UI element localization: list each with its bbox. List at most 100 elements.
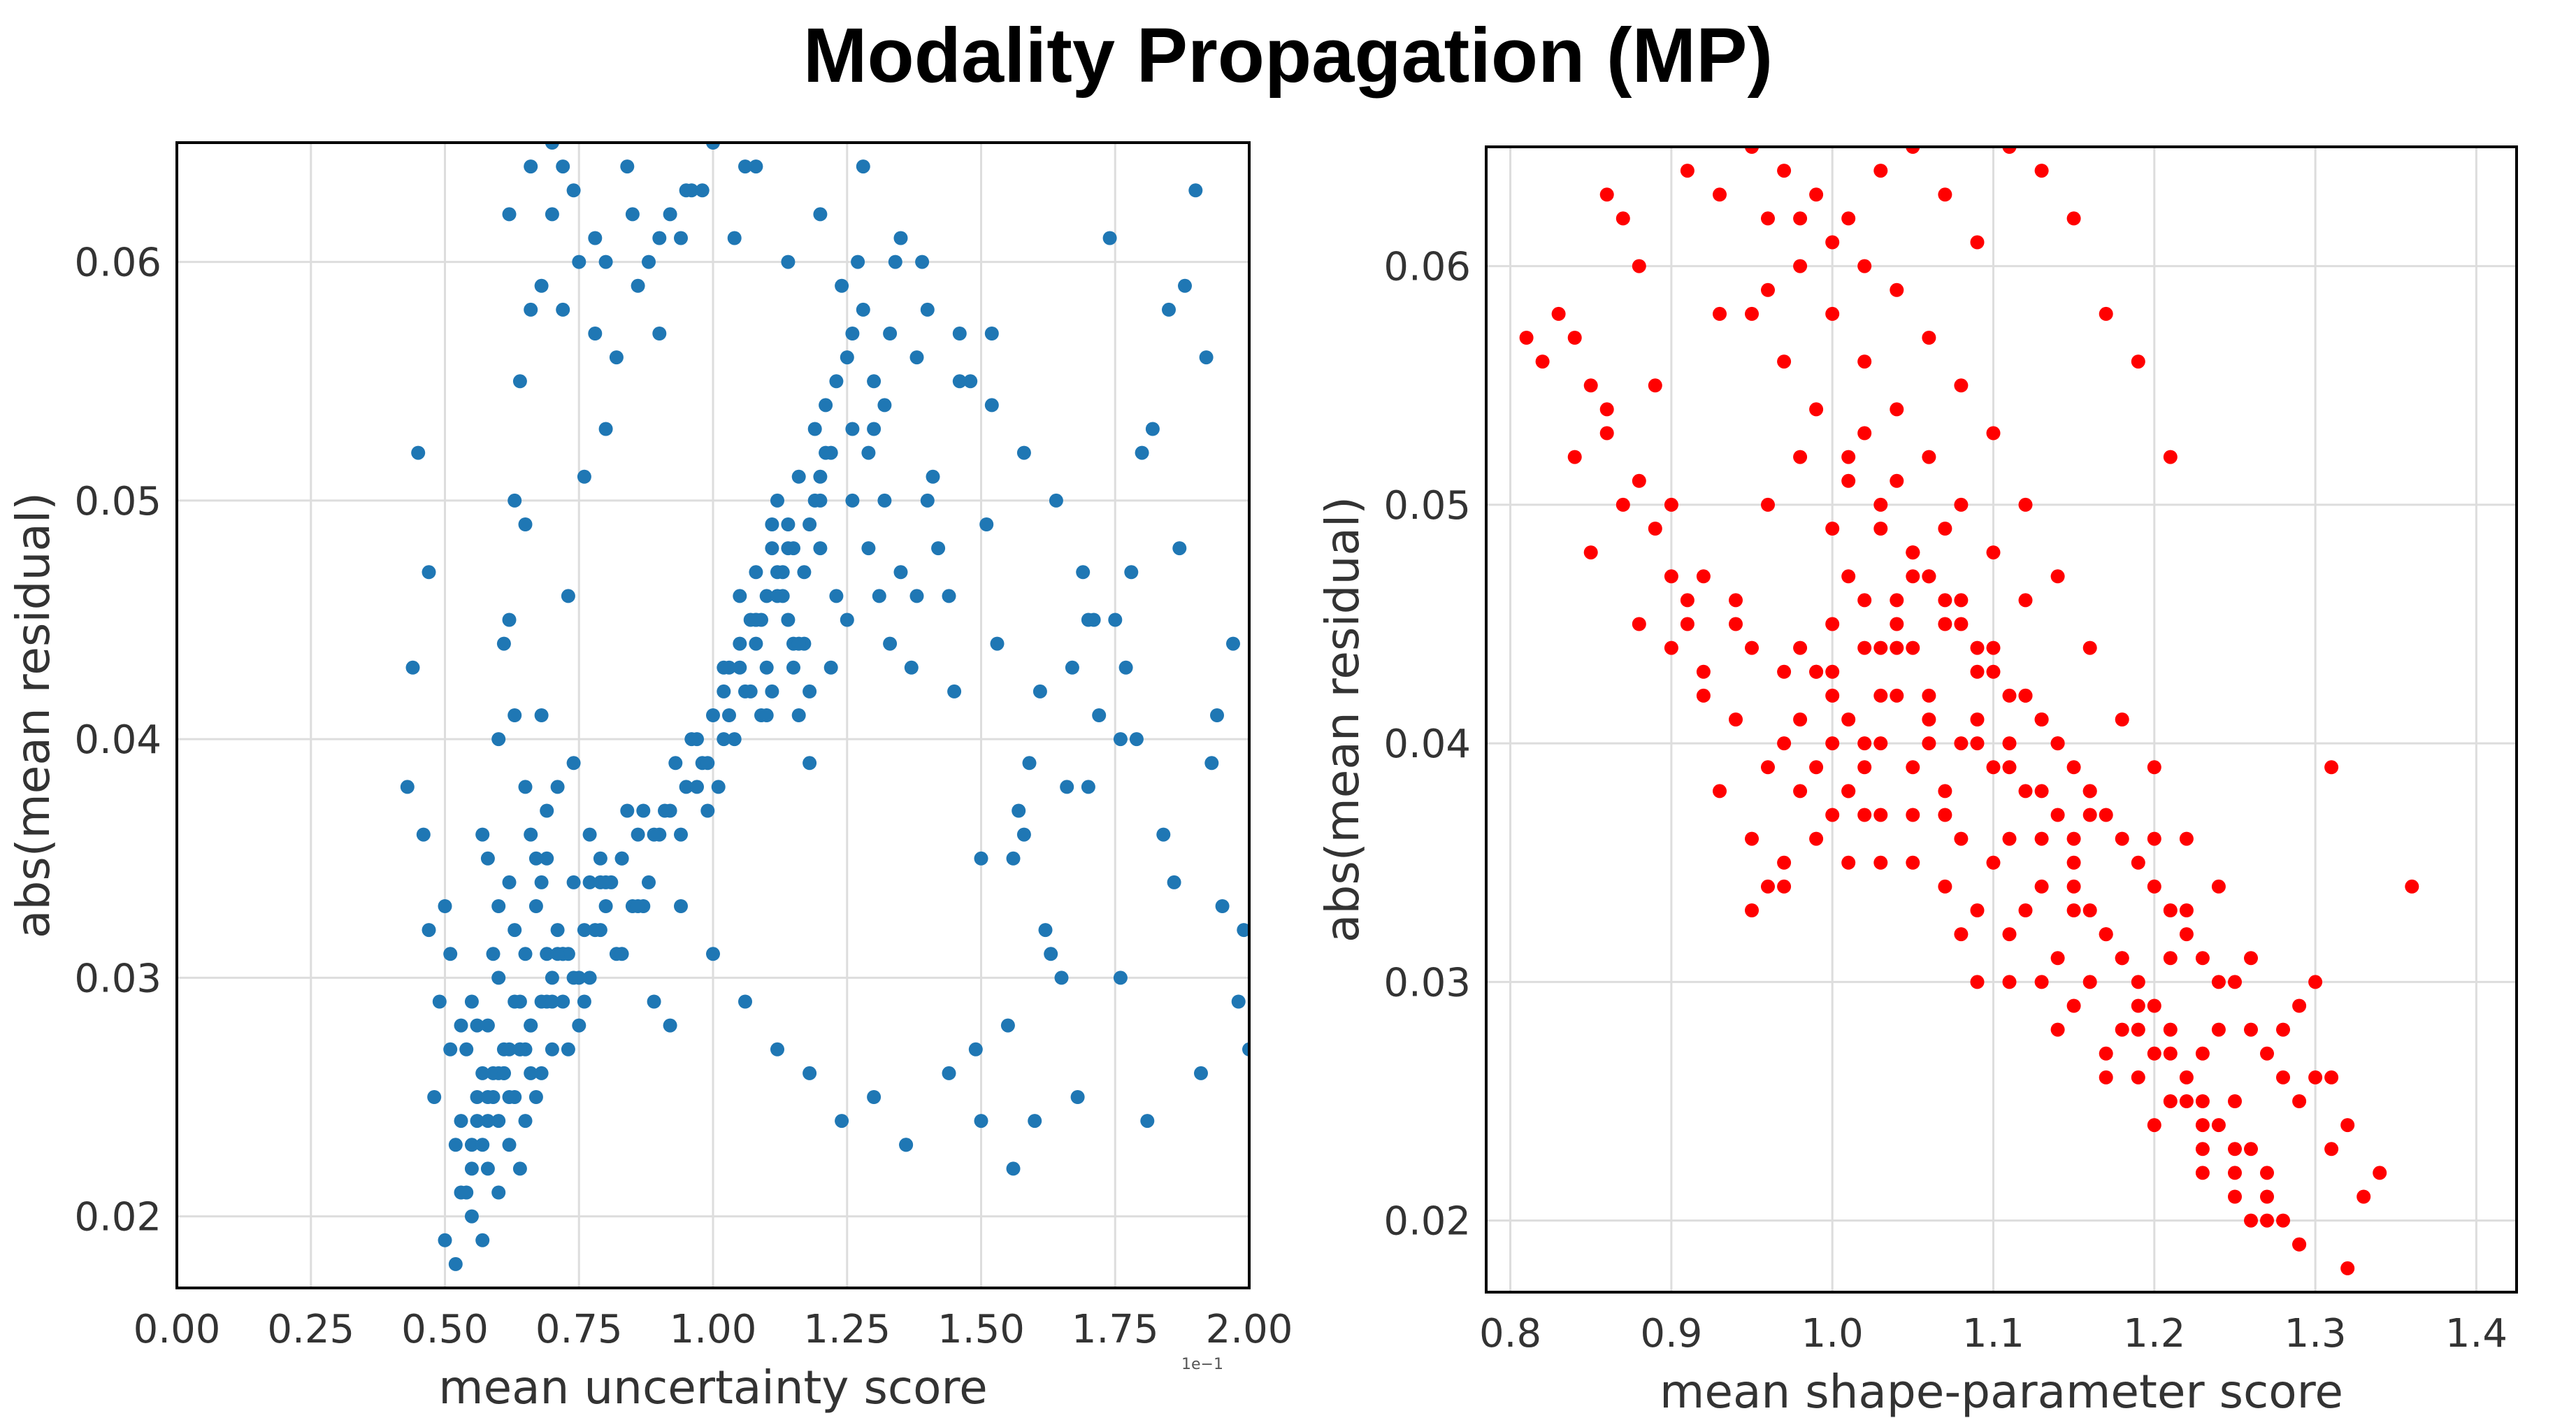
left-data-point (700, 756, 715, 771)
left-data-point (1081, 780, 1095, 794)
left-data-point (1032, 684, 1047, 699)
right-data-point (2356, 1189, 2371, 1204)
left-data-point (856, 159, 870, 174)
left-data-point (968, 1042, 983, 1057)
right-data-point (2050, 808, 2065, 822)
left-data-point (528, 1090, 543, 1104)
left-data-point (942, 589, 956, 603)
left-data-point (566, 875, 581, 889)
left-data-point (508, 493, 522, 508)
left-data-point (620, 159, 635, 174)
right-data-point (2034, 975, 2049, 989)
right-y-tick-label: 0.06 (1383, 245, 1471, 290)
left-data-point (582, 971, 597, 985)
right-data-point (1825, 664, 1840, 679)
right-data-point (1745, 831, 1759, 846)
right-data-point (1777, 855, 1792, 870)
left-data-point (614, 851, 629, 866)
left-data-point (835, 278, 849, 293)
right-data-point (2099, 1046, 2113, 1061)
left-data-point (803, 684, 817, 699)
left-data-point (1129, 732, 1144, 747)
right-data-point (1954, 736, 1969, 751)
right-data-point (1825, 306, 1840, 321)
left-data-point (631, 827, 645, 842)
right-data-point (2034, 879, 2049, 894)
right-data-point (2211, 1118, 2226, 1133)
right-data-point (1970, 664, 1985, 679)
right-data-point (1713, 784, 1727, 798)
left-data-point (700, 803, 715, 818)
left-data-point (791, 708, 806, 722)
left-data-point (711, 780, 726, 794)
right-data-point (1841, 473, 1856, 488)
left-data-point (803, 756, 817, 771)
left-data-point (1081, 613, 1095, 627)
left-data-point (502, 1090, 517, 1104)
right-data-point (1761, 879, 1775, 894)
left-data-point (464, 994, 479, 1009)
left-data-point (749, 565, 763, 580)
left-data-point (598, 899, 613, 913)
left-data-point (416, 827, 431, 842)
left-data-point (427, 1090, 442, 1104)
left-data-point (963, 374, 978, 389)
right-y-axis-label: abs(mean residual) (1316, 496, 1369, 943)
right-data-point (1680, 593, 1694, 608)
left-data-point (512, 1042, 527, 1057)
left-data-point (803, 1066, 817, 1080)
left-data-point (1140, 1114, 1155, 1129)
right-data-point (2002, 736, 2017, 751)
left-data-point (1231, 994, 1246, 1009)
left-data-point (1108, 613, 1123, 627)
left-data-point (598, 422, 613, 436)
left-data-point (1060, 780, 1074, 794)
right-data-point (1857, 426, 1872, 441)
right-data-point (2163, 1046, 2178, 1061)
right-data-point (2147, 831, 2161, 846)
right-data-point (2050, 736, 2065, 751)
left-data-point (1242, 1042, 1249, 1057)
left-data-point (475, 1066, 490, 1080)
right-data-point (1938, 522, 1952, 536)
right-data-point (1922, 569, 1936, 584)
left-data-point (926, 469, 940, 484)
left-data-point (883, 327, 898, 341)
right-data-point (2050, 951, 2065, 966)
left-data-point (845, 493, 860, 508)
left-data-point (770, 493, 784, 508)
left-data-point (480, 1161, 495, 1176)
right-data-point (1857, 736, 1872, 751)
left-data-point (524, 302, 538, 317)
left-data-point (765, 684, 779, 699)
right-data-point (1954, 927, 1969, 942)
left-data-point (496, 636, 511, 651)
left-data-point (931, 541, 946, 556)
left-data-point (528, 851, 543, 866)
right-data-point (2018, 784, 2033, 798)
left-data-point (652, 231, 667, 245)
left-y-tick-label: 0.04 (74, 717, 161, 763)
right-data-point (1825, 522, 1840, 536)
right-data-point (1825, 736, 1840, 751)
right-data-point (2163, 1022, 2178, 1037)
left-data-point (545, 994, 559, 1009)
left-x-tick-label: 1.00 (670, 1307, 757, 1352)
left-data-point (422, 565, 436, 580)
right-data-point (1857, 808, 1872, 822)
left-data-point (775, 565, 790, 580)
left-data-point (765, 541, 779, 556)
left-data-point (727, 231, 742, 245)
right-data-point (1535, 354, 1550, 369)
right-data-point (2244, 1142, 2258, 1156)
left-data-point (652, 327, 667, 341)
left-data-point (706, 708, 720, 722)
left-data-point (840, 350, 854, 365)
right-data-point (1841, 855, 1856, 870)
left-data-point (738, 159, 752, 174)
left-data-point (1226, 636, 1240, 651)
right-data-point (2244, 1022, 2258, 1037)
left-data-point (867, 1090, 882, 1104)
right-data-point (2292, 1237, 2307, 1252)
left-data-point (813, 541, 828, 556)
